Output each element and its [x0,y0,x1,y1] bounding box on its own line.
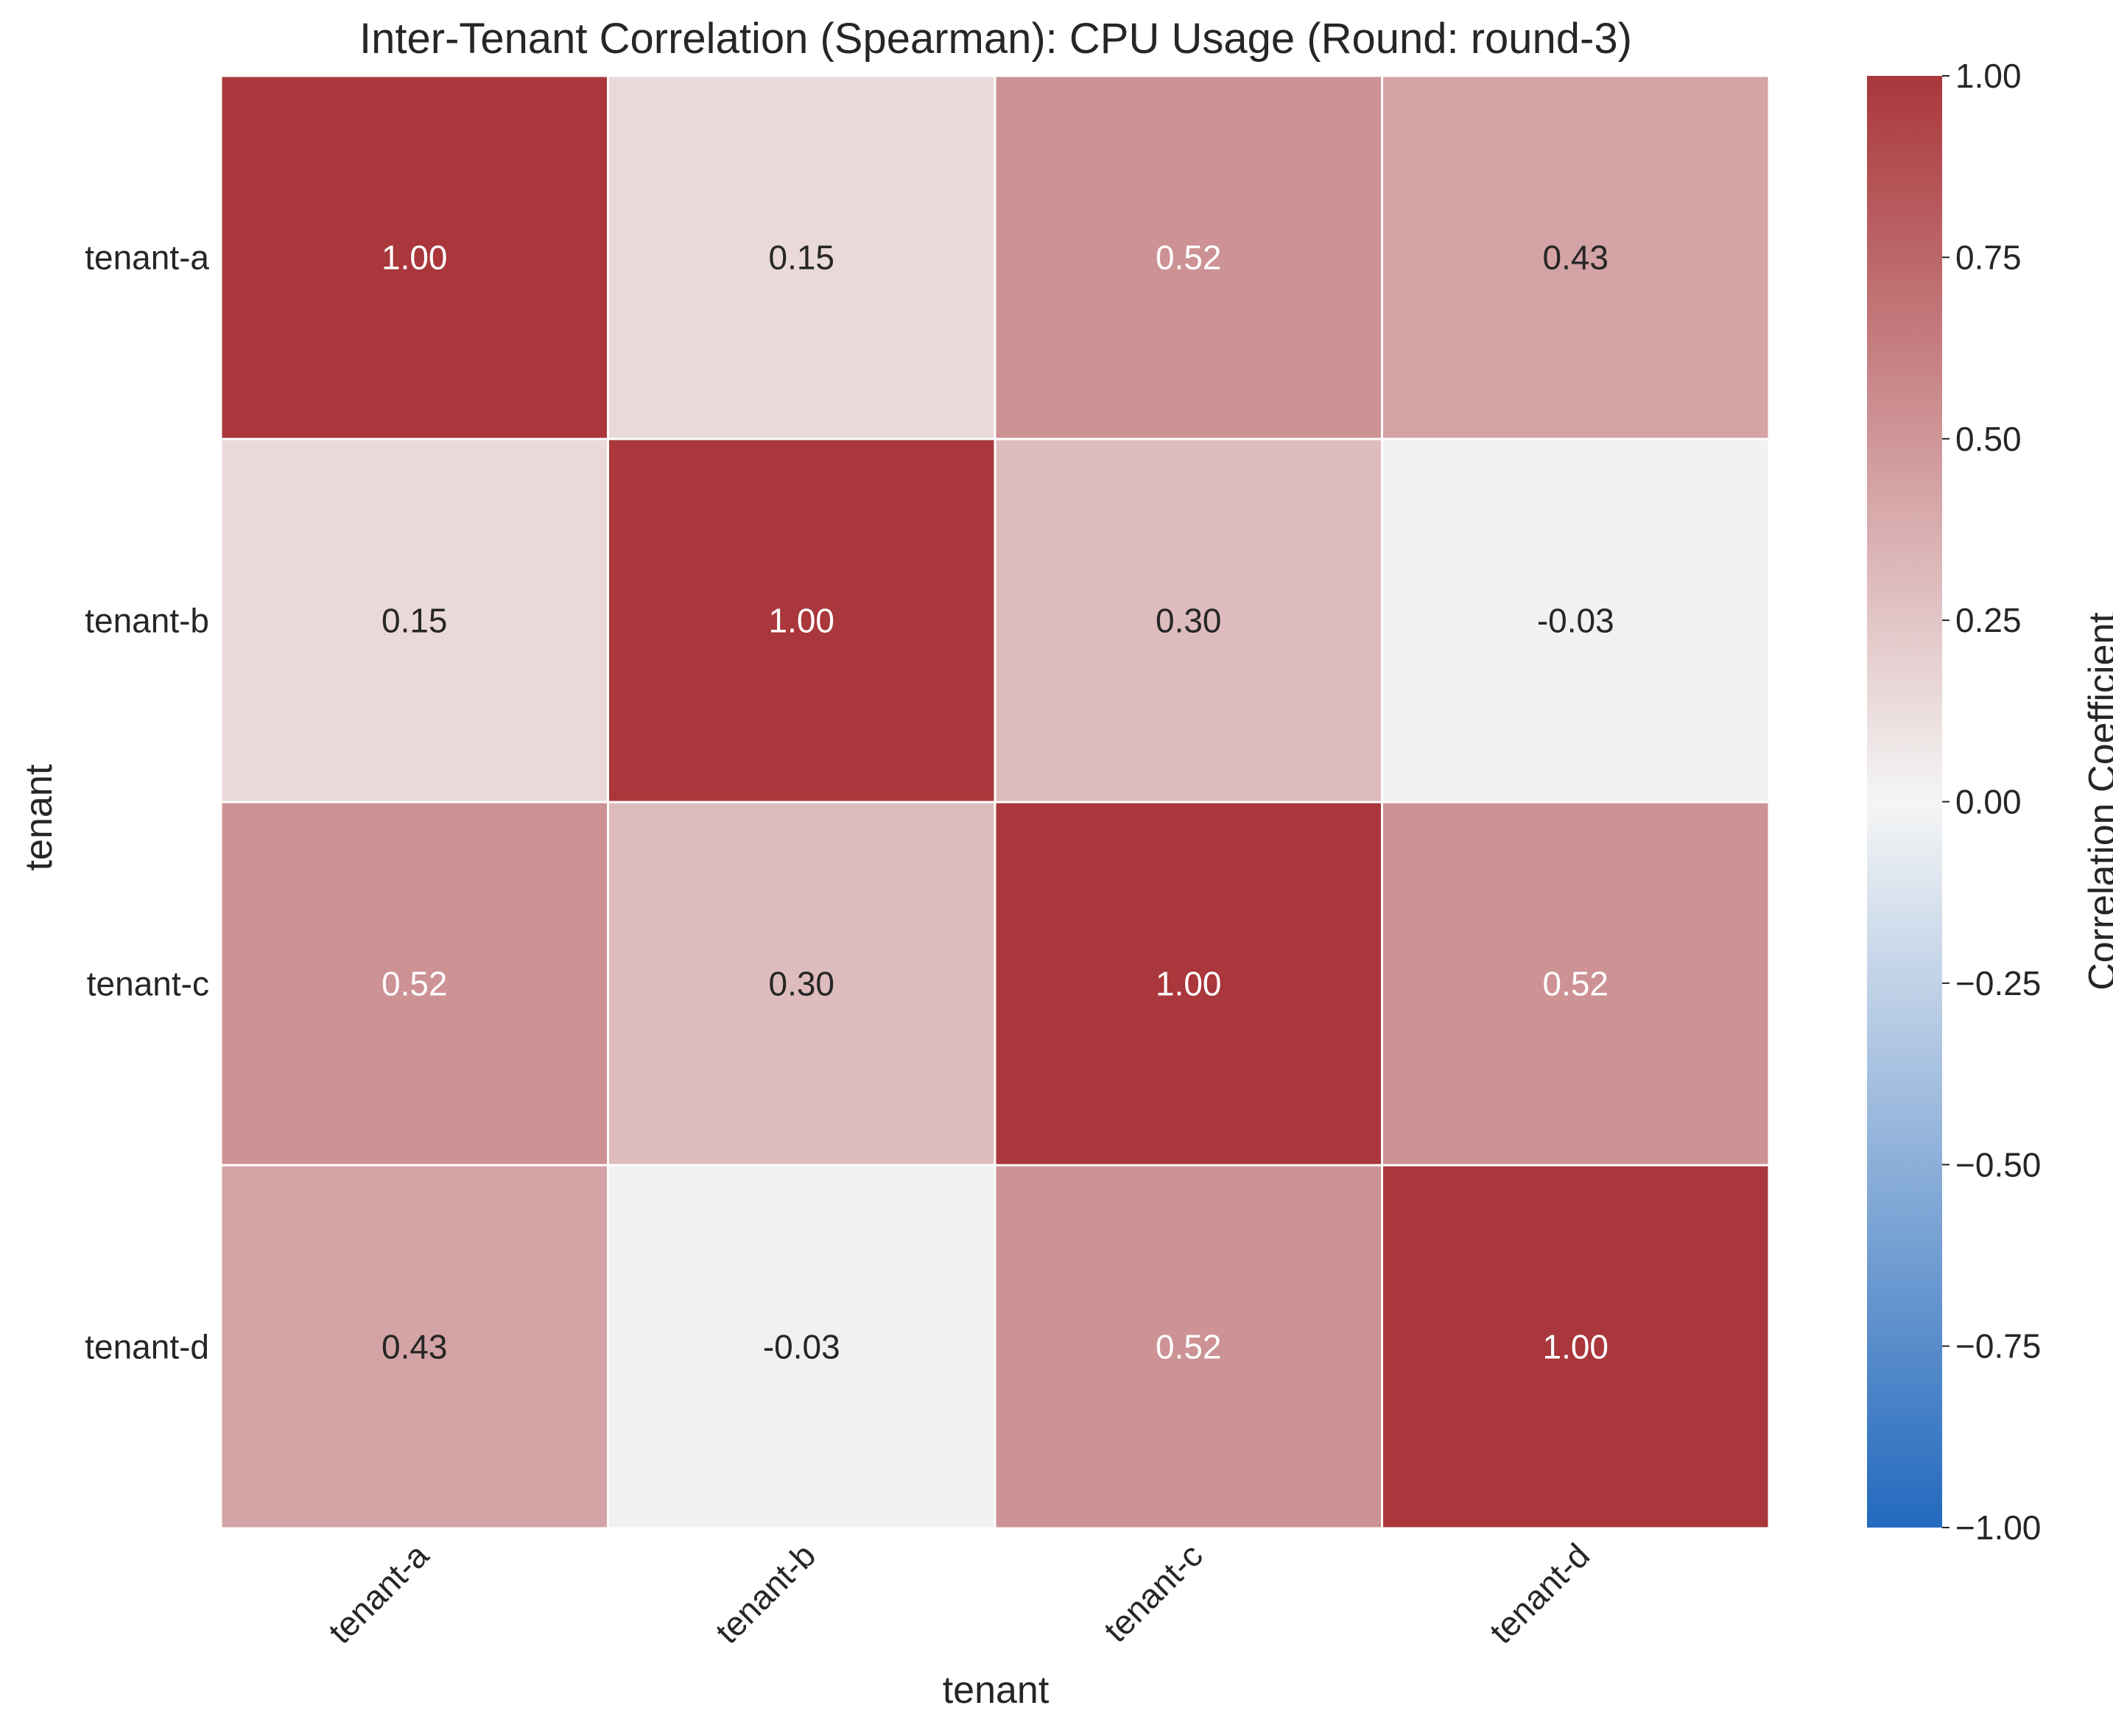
colorbar-tick-label: 0.50 [1955,420,2022,458]
heatmap-cell-tenant-c-tenant-d [1381,801,1771,1167]
heatmap-cell-label: 0.52 [382,965,448,1003]
heatmap-cell-label: 0.15 [382,602,448,640]
colorbar-tick-label: −0.75 [1955,1327,2041,1366]
colorbar-tick-label: −0.50 [1955,1145,2041,1184]
x-tick-label: tenant-d [1482,1536,1597,1651]
heatmap-cell-tenant-b-tenant-b [607,437,996,804]
heatmap-cell-labels: 1.00 0.15 0.52 0.43 0.15 1.00 0.30 -0.03 0.52 0.3… [382,239,1614,1366]
heatmap-cell-tenant-d-tenant-b [607,1164,996,1530]
heatmap-cell-label: 0.52 [1156,1328,1222,1366]
y-tick-label: tenant-b [85,602,209,640]
colorbar-tick-label: 1.00 [1955,57,2022,95]
heatmap-cell-label: 0.43 [1542,239,1609,277]
y-tick-label: tenant-d [85,1328,209,1366]
colorbar-tick-label: 0.75 [1955,238,2022,276]
heatmap-cell-tenant-d-tenant-d [1381,1164,1771,1530]
chart-title: Inter-Tenant Correlation (Spearman): CPU… [359,15,1632,63]
heatmap-cell-tenant-c-tenant-b [607,801,996,1167]
heatmap-cell-tenant-a-tenant-c [994,74,1383,440]
colorbar-tick-label: −1.00 [1955,1508,2041,1547]
heatmap-cell-label: 0.43 [382,1328,448,1366]
heatmap-cells [219,74,1771,1530]
heatmap-cell-label: -0.03 [1537,602,1614,640]
y-axis-label: tenant [18,764,60,871]
colorbar-label: Correlation Coefficient [2081,612,2113,991]
y-tick-label: tenant-c [87,965,209,1003]
heatmap-cell-label: 1.00 [768,602,834,640]
colorbar [1867,76,1942,1528]
colorbar-tick-label: 0.25 [1955,601,2022,639]
heatmap-cell-label: 0.15 [768,239,834,277]
heatmap-cell-label: 1.00 [382,239,448,277]
heatmap-cell-label: -0.03 [763,1328,840,1366]
heatmap-cell-tenant-a-tenant-b [607,74,996,440]
heatmap-cell-label: 0.30 [768,965,834,1003]
x-tick-label: tenant-c [1097,1536,1210,1649]
y-tick-label: tenant-a [85,239,209,277]
x-axis-label: tenant [943,1669,1050,1712]
heatmap-cell-label: 1.00 [1542,1328,1609,1366]
heatmap-cell-tenant-a-tenant-d [1381,74,1771,440]
heatmap-cell-tenant-a-tenant-a [219,74,609,440]
heatmap-cell-label: 0.52 [1542,965,1609,1003]
colorbar-ticks: 1.00 0.75 0.50 0.25 0.00 −0.25 −0.50 −0.75 −1.00 [1942,57,2041,1547]
y-axis-tick-labels: tenant-a tenant-b tenant-c tenant-d [85,239,209,1366]
x-axis-tick-labels: tenant-a tenant-b tenant-c tenant-d [321,1536,1597,1651]
heatmap-cell-tenant-b-tenant-c [994,437,1383,804]
x-tick-label: tenant-b [708,1536,823,1651]
colorbar-tick-label: −0.25 [1955,964,2041,1002]
heatmap-cell-tenant-b-tenant-d [1381,437,1771,804]
heatmap-cell-tenant-d-tenant-c [994,1164,1383,1530]
heatmap-cell-tenant-b-tenant-a [219,437,609,804]
colorbar-tick-label: 0.00 [1955,783,2022,821]
heatmap-cell-tenant-d-tenant-a [219,1164,609,1530]
x-tick-label: tenant-a [321,1536,436,1651]
heatmap-cell-label: 0.30 [1156,602,1222,640]
heatmap-cell-label: 0.52 [1156,239,1222,277]
heatmap-cell-label: 1.00 [1156,965,1222,1003]
